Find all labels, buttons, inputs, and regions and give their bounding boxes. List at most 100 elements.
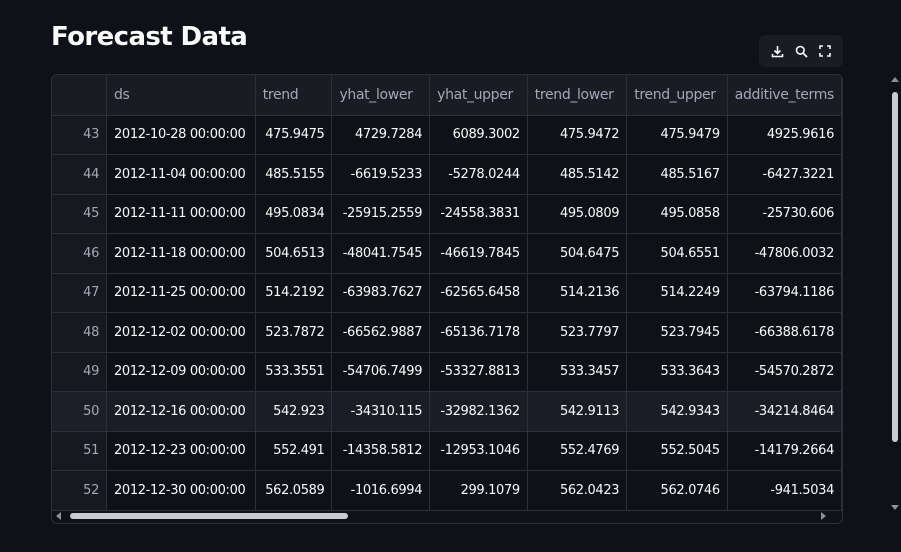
table-row[interactable]: 49 2012-12-09 00:00:00 533.3551 -54706.7499… bbox=[52, 352, 842, 392]
cell-yhat-upper[interactable]: 299.1079 bbox=[429, 470, 528, 511]
scroll-up-icon[interactable] bbox=[891, 77, 899, 82]
cell-additive-terms[interactable]: -941.5034 bbox=[727, 470, 842, 511]
cell-trend-lower[interactable]: 542.9113 bbox=[527, 391, 628, 432]
cell-yhat-upper[interactable]: -32982.1362 bbox=[429, 391, 528, 432]
cell-ds[interactable]: 2012-11-25 00:00:00 bbox=[106, 273, 256, 313]
cell-yhat-lower[interactable]: -66562.9887 bbox=[331, 312, 431, 353]
table-row[interactable]: 47 2012-11-25 00:00:00 514.2192 -63983.7627… bbox=[52, 273, 842, 313]
cell-trend-lower[interactable]: 514.2136 bbox=[527, 273, 628, 313]
cell-trend-upper[interactable]: 552.5045 bbox=[626, 431, 728, 471]
cell-trend-upper[interactable]: 514.2249 bbox=[626, 273, 728, 313]
table-row[interactable]: 48 2012-12-02 00:00:00 523.7872 -66562.9887… bbox=[52, 312, 842, 353]
cell-yhat-upper[interactable]: -62565.6458 bbox=[429, 273, 528, 313]
cell-additive-terms[interactable]: 4925.9616 bbox=[727, 115, 842, 155]
cell-yhat-upper[interactable]: -46619.7845 bbox=[429, 233, 528, 274]
table-row[interactable]: 44 2012-11-04 00:00:00 485.5155 -6619.5233-… bbox=[52, 154, 842, 195]
cell-additive-terms[interactable]: -34214.8464 bbox=[727, 391, 842, 432]
cell-trend-lower[interactable]: 504.6475 bbox=[527, 233, 628, 274]
cell-trend[interactable]: 495.0834 bbox=[255, 194, 333, 234]
cell-trend-lower[interactable]: 475.9472 bbox=[527, 115, 628, 155]
horizontal-scrollbar[interactable] bbox=[56, 512, 826, 520]
table-row[interactable]: 51 2012-12-23 00:00:00 552.491 -14358.5812-… bbox=[52, 431, 842, 471]
table-row[interactable]: 52 2012-12-30 00:00:00 562.0589 -1016.6994 2… bbox=[52, 470, 842, 511]
header-row: ds trend yhat_lower yhat_upper trend_low… bbox=[52, 75, 842, 116]
cell-trend-lower[interactable]: 485.5142 bbox=[527, 154, 628, 195]
cell-ds[interactable]: 2012-10-28 00:00:00 bbox=[106, 115, 256, 155]
cell-additive-terms[interactable]: -63794.1186 bbox=[727, 273, 842, 313]
column-header-yhat-lower[interactable]: yhat_lower bbox=[331, 75, 431, 116]
cell-trend-lower[interactable]: 523.7797 bbox=[527, 312, 628, 353]
cell-yhat-lower[interactable]: -48041.7545 bbox=[331, 233, 431, 274]
cell-additive-terms[interactable]: -14179.2664 bbox=[727, 431, 842, 471]
cell-trend-lower[interactable]: 495.0809 bbox=[527, 194, 628, 234]
cell-yhat-lower[interactable]: -6619.5233 bbox=[331, 154, 431, 195]
cell-trend-upper[interactable]: 533.3643 bbox=[626, 352, 728, 392]
cell-additive-terms[interactable]: -66388.6178 bbox=[727, 312, 842, 353]
table-row[interactable]: 46 2012-11-18 00:00:00 504.6513 -48041.7545… bbox=[52, 233, 842, 274]
cell-trend-upper[interactable]: 523.7945 bbox=[626, 312, 728, 353]
cell-trend[interactable]: 475.9475 bbox=[255, 115, 333, 155]
cell-trend[interactable]: 562.0589 bbox=[255, 470, 333, 511]
cell-trend[interactable]: 552.491 bbox=[255, 431, 333, 471]
cell-additive-terms[interactable]: -25730.606 bbox=[727, 194, 842, 234]
cell-additive-terms[interactable]: -6427.3221 bbox=[727, 154, 842, 195]
cell-yhat-upper[interactable]: -53327.8813 bbox=[429, 352, 528, 392]
column-header-ds[interactable]: ds bbox=[106, 75, 256, 116]
cell-yhat-upper[interactable]: -24558.3831 bbox=[429, 194, 528, 234]
cell-ds[interactable]: 2012-12-23 00:00:00 bbox=[106, 431, 256, 471]
cell-trend[interactable]: 514.2192 bbox=[255, 273, 333, 313]
cell-yhat-upper[interactable]: 6089.3002 bbox=[429, 115, 528, 155]
search-button[interactable] bbox=[790, 40, 812, 62]
cell-yhat-lower[interactable]: -1016.6994 bbox=[331, 470, 431, 511]
cell-trend-lower[interactable]: 552.4769 bbox=[527, 431, 628, 471]
cell-trend-upper[interactable]: 485.5167 bbox=[626, 154, 728, 195]
cell-additive-terms[interactable]: -54570.2872 bbox=[727, 352, 842, 392]
cell-ds[interactable]: 2012-11-11 00:00:00 bbox=[106, 194, 256, 234]
download-button[interactable] bbox=[766, 40, 788, 62]
cell-trend-upper[interactable]: 504.6551 bbox=[626, 233, 728, 274]
column-header-trend[interactable]: trend bbox=[255, 75, 333, 116]
cell-trend[interactable]: 542.923 bbox=[255, 391, 333, 432]
cell-trend-lower[interactable]: 562.0423 bbox=[527, 470, 628, 511]
scroll-down-icon[interactable] bbox=[891, 505, 899, 510]
cell-ds[interactable]: 2012-11-04 00:00:00 bbox=[106, 154, 256, 195]
cell-yhat-lower[interactable]: -25915.2559 bbox=[331, 194, 431, 234]
cell-trend[interactable]: 504.6513 bbox=[255, 233, 333, 274]
dataframe-grid[interactable]: ds trend yhat_lower yhat_upper trend_low… bbox=[51, 74, 843, 524]
column-header-yhat-upper[interactable]: yhat_upper bbox=[429, 75, 528, 116]
cell-trend[interactable]: 523.7872 bbox=[255, 312, 333, 353]
cell-trend[interactable]: 533.3551 bbox=[255, 352, 333, 392]
cell-yhat-upper[interactable]: -5278.0244 bbox=[429, 154, 528, 195]
table-row[interactable]: 45 2012-11-11 00:00:00 495.0834 -25915.2559… bbox=[52, 194, 842, 234]
column-header-trend-upper[interactable]: trend_upper bbox=[626, 75, 728, 116]
cell-trend-upper[interactable]: 495.0858 bbox=[626, 194, 728, 234]
cell-trend-lower[interactable]: 533.3457 bbox=[527, 352, 628, 392]
cell-ds[interactable]: 2012-12-09 00:00:00 bbox=[106, 352, 256, 392]
cell-yhat-lower[interactable]: -14358.5812 bbox=[331, 431, 431, 471]
table-row[interactable]: 43 2012-10-28 00:00:00 475.9475 4729.7284 60… bbox=[52, 115, 842, 155]
cell-yhat-lower[interactable]: -34310.115 bbox=[331, 391, 431, 432]
cell-trend-upper[interactable]: 562.0746 bbox=[626, 470, 728, 511]
cell-trend-upper[interactable]: 475.9479 bbox=[626, 115, 728, 155]
cell-ds[interactable]: 2012-12-30 00:00:00 bbox=[106, 470, 256, 511]
cell-trend[interactable]: 485.5155 bbox=[255, 154, 333, 195]
scroll-left-icon[interactable] bbox=[56, 512, 61, 520]
cell-yhat-lower[interactable]: 4729.7284 bbox=[331, 115, 431, 155]
scroll-right-icon[interactable] bbox=[821, 512, 826, 520]
column-header-additive-terms[interactable]: additive_terms bbox=[727, 75, 842, 116]
cell-yhat-lower[interactable]: -63983.7627 bbox=[331, 273, 431, 313]
cell-ds[interactable]: 2012-12-16 00:00:00 bbox=[106, 391, 256, 432]
horizontal-scroll-thumb[interactable] bbox=[70, 513, 348, 519]
cell-yhat-upper[interactable]: -12953.1046 bbox=[429, 431, 528, 471]
column-header-trend-lower[interactable]: trend_lower bbox=[527, 75, 628, 116]
cell-ds[interactable]: 2012-12-02 00:00:00 bbox=[106, 312, 256, 353]
cell-additive-terms[interactable]: -47806.0032 bbox=[727, 233, 842, 274]
table-row[interactable]: 50 2012-12-16 00:00:00 542.923 -34310.115 -3… bbox=[52, 391, 842, 432]
cell-trend-upper[interactable]: 542.9343 bbox=[626, 391, 728, 432]
vertical-scrollbar[interactable] bbox=[891, 77, 899, 510]
cell-yhat-lower[interactable]: -54706.7499 bbox=[331, 352, 431, 392]
cell-yhat-upper[interactable]: -65136.7178 bbox=[429, 312, 528, 353]
fullscreen-button[interactable] bbox=[814, 40, 836, 62]
cell-ds[interactable]: 2012-11-18 00:00:00 bbox=[106, 233, 256, 274]
vertical-scroll-thumb[interactable] bbox=[892, 92, 898, 442]
